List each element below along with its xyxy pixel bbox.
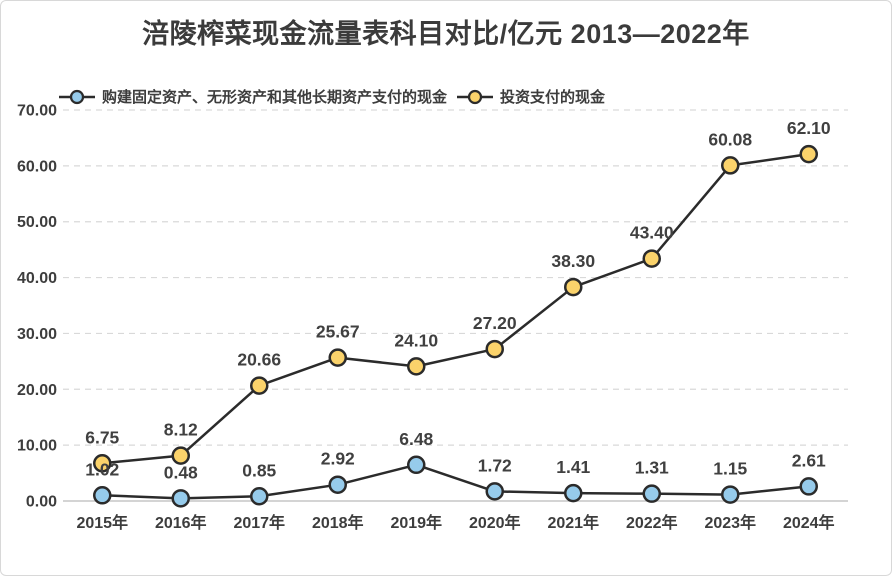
data-label: 24.10 (394, 330, 438, 350)
legend-marker-icon (457, 89, 494, 104)
data-point-marker[interactable] (250, 487, 269, 506)
data-point-marker[interactable] (721, 156, 740, 175)
y-tick-label: 30.00 (17, 326, 57, 343)
y-tick-label: 50.00 (17, 214, 57, 231)
data-label: 38.30 (551, 251, 595, 271)
data-label: 2.92 (321, 449, 355, 469)
data-point-marker[interactable] (721, 485, 740, 504)
data-label: 60.08 (708, 129, 752, 149)
data-point-marker[interactable] (407, 357, 426, 376)
data-point-marker[interactable] (171, 446, 190, 465)
data-label: 8.12 (164, 420, 198, 440)
data-point-marker[interactable] (93, 486, 112, 505)
legend-item-0[interactable]: 购建固定资产、无形资产和其他长期资产支付的现金 (59, 86, 447, 107)
data-label: 1.31 (635, 458, 669, 478)
data-point-marker[interactable] (407, 455, 426, 475)
x-tick-label: 2021年 (547, 513, 599, 532)
data-point-marker[interactable] (250, 376, 269, 395)
x-tick-label: 2016年 (155, 513, 207, 532)
chart-title: 涪陵榨菜现金流量表科目对比/亿元 2013—2022年 (142, 19, 750, 49)
x-tick-label: 2024年 (783, 513, 835, 532)
y-tick-label: 20.00 (17, 382, 57, 399)
x-tick-label: 2018年 (312, 513, 364, 532)
legend-label: 投资支付的现金 (500, 89, 606, 106)
data-point-marker[interactable] (799, 144, 818, 164)
x-tick-label: 2022年 (626, 513, 678, 532)
legend-label: 购建固定资产、无形资产和其他长期资产支付的现金 (102, 89, 448, 106)
data-label: 25.67 (316, 322, 360, 342)
data-point-marker[interactable] (564, 277, 583, 297)
series-line-0 (102, 463, 809, 500)
data-point-marker[interactable] (171, 489, 190, 508)
y-tick-label: 40.00 (17, 270, 57, 287)
x-tick-label: 2019年 (390, 513, 442, 532)
data-point-marker[interactable] (642, 484, 661, 503)
data-label: 1.72 (478, 455, 512, 475)
y-tick-label: 70.00 (17, 103, 57, 120)
data-point-marker[interactable] (328, 475, 347, 494)
legend-item-1[interactable]: 投资支付的现金 (457, 86, 605, 107)
series-line-1 (102, 152, 809, 465)
legend-marker-icon (59, 89, 95, 104)
y-tick-label: 0.00 (26, 494, 57, 511)
legend: 购建固定资产、无形资产和其他长期资产支付的现金 投资支付的现金 (59, 86, 605, 107)
x-tick-label: 2023年 (704, 513, 756, 532)
data-point-marker[interactable] (93, 454, 112, 473)
data-label: 20.66 (237, 350, 281, 370)
y-tick-label: 10.00 (17, 438, 57, 455)
data-label: 1.41 (556, 457, 590, 477)
data-point-marker[interactable] (642, 249, 661, 268)
data-label: 2.61 (792, 450, 826, 470)
data-point-marker[interactable] (564, 483, 583, 503)
data-label: 6.75 (85, 427, 119, 447)
data-label: 0.48 (164, 462, 198, 482)
data-point-marker[interactable] (799, 477, 818, 496)
data-point-marker[interactable] (485, 482, 504, 501)
data-point-marker[interactable] (328, 348, 347, 367)
y-tick-label: 60.00 (17, 158, 57, 175)
data-point-marker[interactable] (485, 339, 504, 359)
data-label: 62.10 (787, 118, 831, 138)
data-label: 0.85 (242, 460, 276, 480)
x-tick-label: 2015年 (76, 513, 128, 532)
data-label: 43.40 (630, 223, 674, 243)
data-label: 1.15 (713, 459, 747, 479)
x-tick-label: 2017年 (233, 513, 285, 532)
data-label: 6.48 (399, 429, 433, 449)
data-label: 1.02 (85, 459, 119, 479)
data-label: 27.20 (473, 313, 517, 333)
x-tick-label: 2020年 (469, 513, 521, 532)
